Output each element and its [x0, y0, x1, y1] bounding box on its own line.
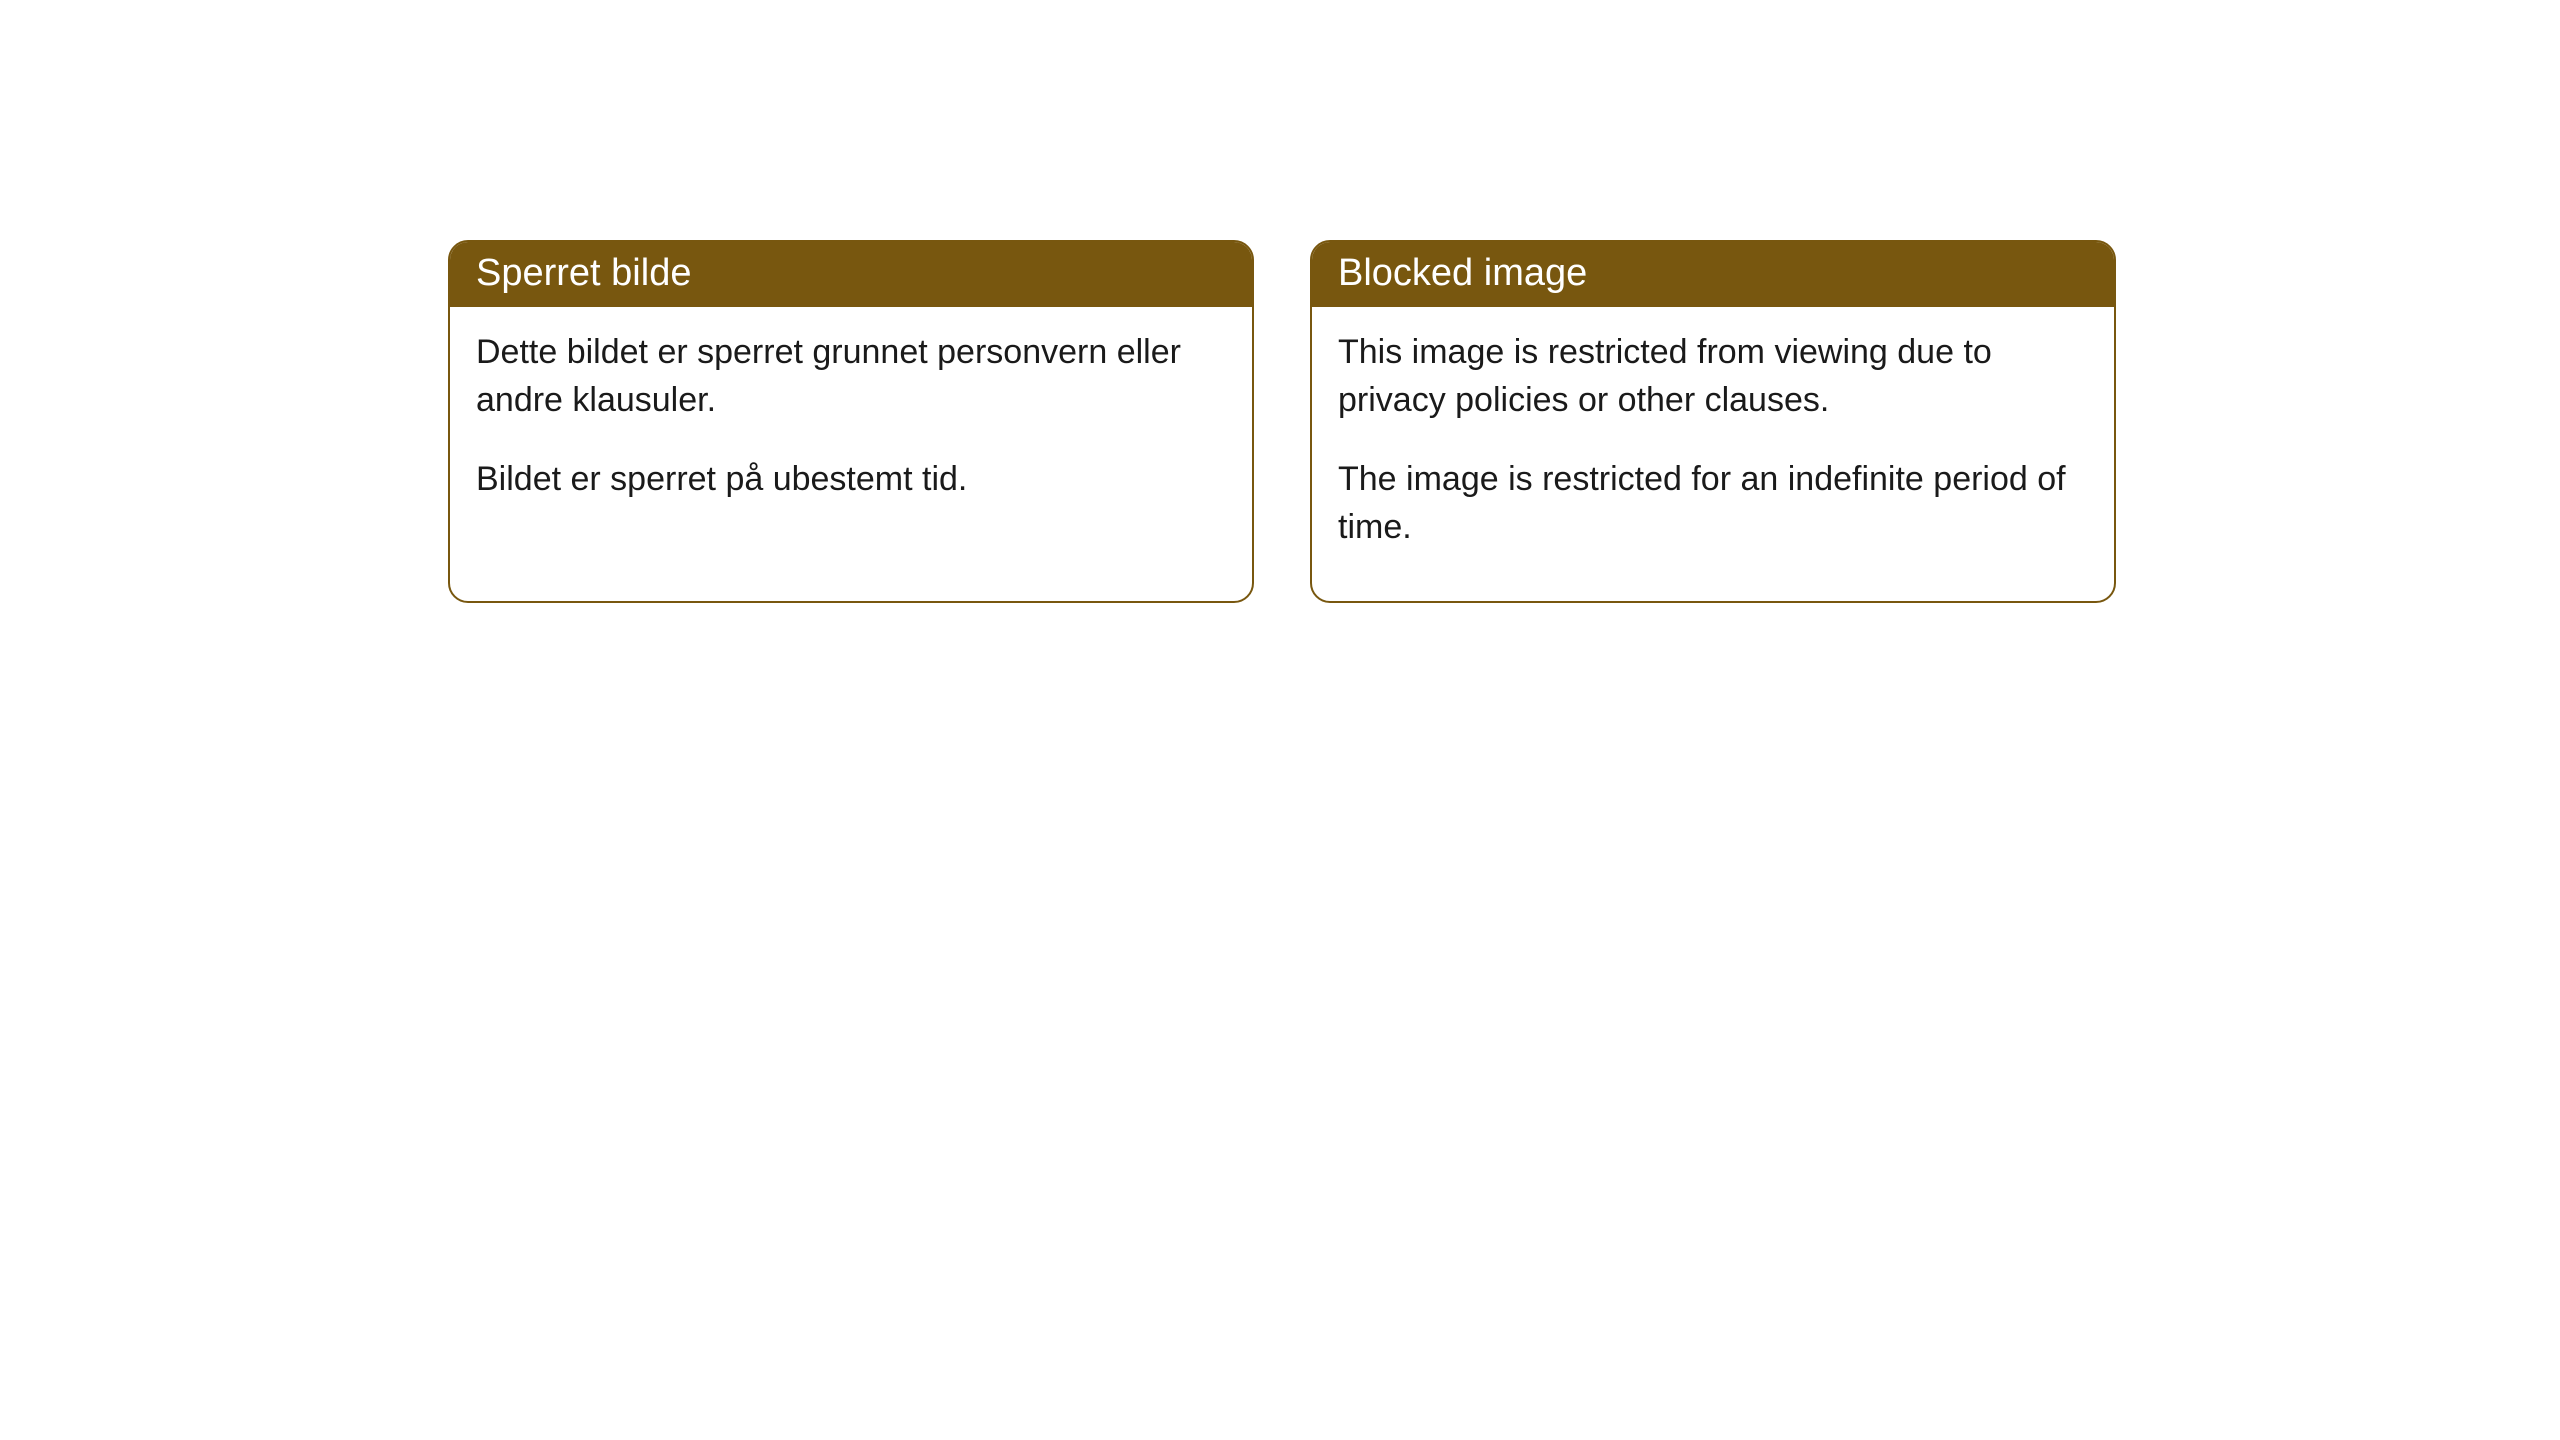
notice-cards-container: Sperret bilde Dette bildet er sperret gr…: [0, 0, 2560, 603]
card-text-line: This image is restricted from viewing du…: [1338, 329, 2088, 424]
blocked-image-card-no: Sperret bilde Dette bildet er sperret gr…: [448, 240, 1254, 603]
card-text-line: The image is restricted for an indefinit…: [1338, 456, 2088, 551]
card-text-line: Bildet er sperret på ubestemt tid.: [476, 456, 1226, 504]
card-title: Sperret bilde: [450, 242, 1252, 307]
card-body: This image is restricted from viewing du…: [1312, 307, 2114, 601]
card-title: Blocked image: [1312, 242, 2114, 307]
blocked-image-card-en: Blocked image This image is restricted f…: [1310, 240, 2116, 603]
card-body: Dette bildet er sperret grunnet personve…: [450, 307, 1252, 554]
card-text-line: Dette bildet er sperret grunnet personve…: [476, 329, 1226, 424]
